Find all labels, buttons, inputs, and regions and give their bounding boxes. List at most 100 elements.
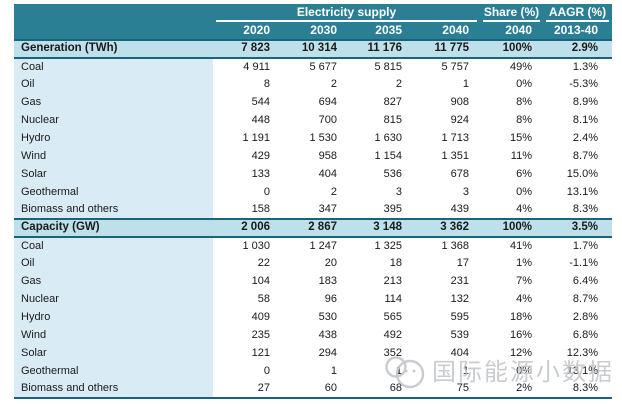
electricity-supply-table: Electricity supply Share (%) AAGR (%) 20… — [14, 4, 612, 400]
cell-value: 8 — [263, 78, 270, 91]
cell-value: 2.8% — [572, 311, 598, 324]
cell-value: 4% — [516, 203, 532, 216]
cell-value: 8% — [516, 114, 532, 127]
row-label: Solar — [14, 344, 213, 363]
cell-value: 3.5% — [543, 218, 612, 239]
cell-value: 0 — [263, 364, 270, 377]
cell-value: 0% — [516, 78, 532, 91]
cell-value: 429 — [251, 149, 270, 162]
row-label: Coal — [14, 58, 213, 76]
fuel-row: Coal 1 030 1 247 1 325 1 368 41% 1.7% — [14, 237, 612, 255]
cell-value: 1 — [330, 364, 337, 377]
cell-value: 958 — [318, 149, 337, 162]
cell-value: 68 — [389, 382, 402, 395]
cell-value: 4 911 — [243, 60, 270, 73]
row-label: Generation (TWh) — [14, 39, 213, 59]
cell-value: 132 — [450, 293, 469, 306]
cell-value: 565 — [383, 311, 402, 324]
header-group-aagr: AAGR (%) — [543, 4, 612, 22]
cell-value: 22 — [257, 257, 270, 270]
cell-value: 121 — [251, 346, 270, 359]
cell-value: 183 — [318, 275, 337, 288]
section-total-row: Capacity (GW) 2 006 2 867 3 148 3 362 100% 3.5… — [14, 218, 612, 239]
cell-value: 2.4% — [572, 132, 598, 144]
fuel-row: Hydro 1 191 1 530 1 630 1 713 15% 2.4% — [14, 129, 612, 148]
row-label: Biomass and others — [14, 201, 213, 220]
cell-value: 1 — [462, 364, 469, 377]
cell-value: 58 — [257, 293, 270, 306]
cell-value: 2 — [395, 78, 402, 91]
row-label: Capacity (GW) — [14, 218, 213, 239]
row-label: Hydro — [14, 129, 213, 148]
fuel-row: Biomass and others 27 60 68 75 2% 8.3% — [14, 380, 612, 399]
fuel-row: Gas 104 183 213 231 7% 6.4% — [14, 272, 612, 291]
cell-value: 231 — [450, 275, 469, 288]
cell-value: 908 — [450, 96, 469, 109]
header-corner-cell — [14, 4, 213, 22]
cell-value: 100% — [480, 218, 543, 239]
cell-value: 1 191 — [242, 132, 270, 144]
cell-value: 678 — [450, 167, 469, 180]
section-total-row: Generation (TWh) 7 823 10 314 11 176 11 775 1… — [14, 39, 612, 59]
column-header-aagr-2013-40: 2013-40 — [543, 22, 612, 40]
row-label: Wind — [14, 147, 213, 166]
cell-value: 448 — [251, 114, 270, 127]
cell-value: 133 — [251, 167, 270, 180]
cell-value: 6.8% — [572, 328, 598, 341]
cell-value: -5.3% — [569, 78, 598, 91]
column-header-share-2040: 2040 — [480, 22, 543, 40]
cell-value: 924 — [450, 114, 469, 127]
row-label: Oil — [14, 254, 213, 273]
cell-value: 0 — [263, 185, 270, 198]
cell-value: 1 247 — [309, 239, 337, 252]
cell-value: 11 176 — [348, 39, 413, 59]
fuel-row: Oil 22 20 18 17 1% -1.1% — [14, 254, 612, 273]
cell-value: 2 006 — [213, 218, 281, 239]
cell-value: 8.7% — [572, 293, 598, 306]
cell-value: 114 — [384, 293, 402, 306]
cell-value: 539 — [450, 328, 469, 341]
cell-value: 439 — [450, 203, 469, 216]
header-empty-cell — [14, 22, 213, 40]
cell-value: 13.1% — [566, 185, 598, 198]
cell-value: 6% — [516, 167, 532, 180]
row-label: Nuclear — [14, 290, 213, 309]
group-title-share: Share (%) — [483, 6, 540, 22]
table-body: Generation (TWh) 7 823 10 314 11 176 11 775 1… — [14, 39, 612, 399]
cell-value: 0% — [516, 364, 532, 377]
cell-value: 6.4% — [572, 275, 598, 288]
row-label: Geothermal — [14, 183, 213, 202]
cell-value: 20 — [324, 257, 337, 270]
fuel-row: Solar 133 404 536 678 6% 15.0% — [14, 165, 612, 184]
cell-value: 3 — [395, 185, 402, 198]
group-title-electricity-supply: Electricity supply — [216, 6, 477, 22]
cell-value: 12.3% — [566, 346, 598, 359]
cell-value: 41% — [509, 239, 532, 252]
cell-value: 1 325 — [374, 239, 402, 252]
fuel-row: Geothermal 0 1 1 1 0% 13.1% — [14, 362, 612, 381]
row-label: Geothermal — [14, 362, 213, 381]
column-header-2040: 2040 — [413, 22, 480, 40]
cell-value: 352 — [383, 346, 402, 359]
cell-value: 1 — [462, 78, 469, 91]
row-label: Gas — [14, 272, 213, 291]
cell-value: 8.1% — [572, 114, 598, 127]
fuel-row: Solar 121 294 352 404 12% 12.3% — [14, 344, 612, 363]
cell-value: 5 677 — [309, 60, 337, 73]
cell-value: 3 — [462, 185, 469, 198]
row-label: Nuclear — [14, 111, 213, 130]
cell-value: 1 368 — [441, 239, 469, 252]
cell-value: 1 030 — [242, 239, 270, 252]
row-label: Hydro — [14, 308, 213, 327]
cell-value: 815 — [383, 114, 402, 127]
row-label: Gas — [14, 93, 213, 112]
cell-value: 104 — [251, 275, 270, 288]
header-group-row: Electricity supply Share (%) AAGR (%) — [14, 4, 612, 22]
cell-value: 15.0% — [566, 167, 598, 180]
cell-value: 2 — [330, 185, 337, 198]
cell-value: 1 630 — [374, 132, 402, 144]
cell-value: 15% — [509, 132, 532, 144]
cell-value: 49% — [509, 60, 532, 73]
fuel-row: Gas 544 694 827 908 8% 8.9% — [14, 93, 612, 112]
